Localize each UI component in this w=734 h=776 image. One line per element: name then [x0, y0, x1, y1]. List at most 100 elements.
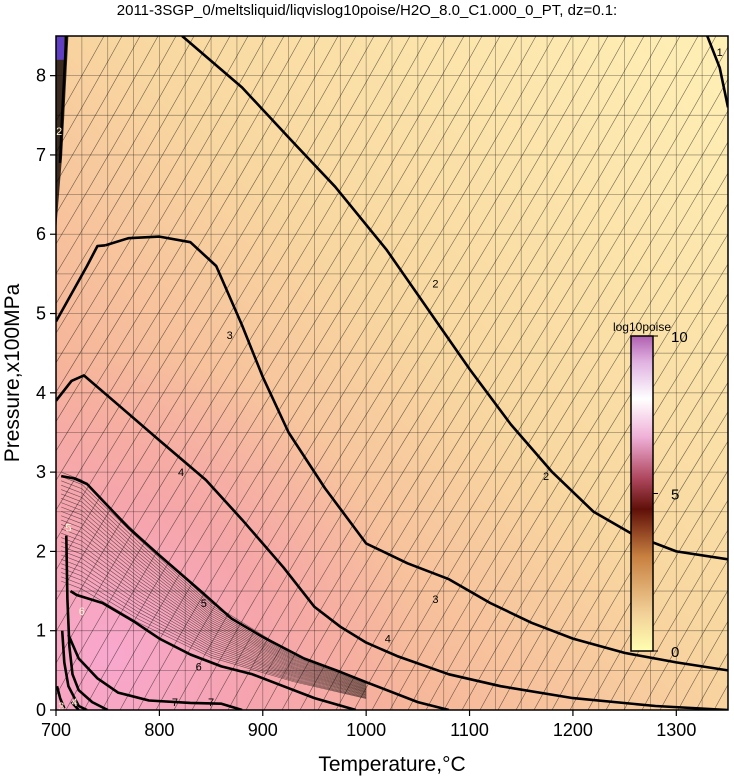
fine-contour: [605, 499, 728, 710]
fine-contour: [335, 46, 728, 710]
fine-contour: [56, 36, 429, 664]
fine-contour: [56, 36, 213, 305]
contour-label: 4: [72, 697, 78, 709]
fine-contour: [56, 36, 321, 481]
contour-label: 2: [543, 471, 549, 483]
fine-contour: [551, 411, 728, 710]
heatmap-violet-corner: [56, 36, 65, 60]
fine-contour: [56, 36, 339, 511]
x-tick-label: 1300: [656, 720, 696, 740]
colorbar-tick-label: 5: [671, 487, 679, 504]
fine-contour: [61, 511, 367, 689]
fine-contour: [56, 36, 177, 245]
fine-contour: [137, 36, 537, 710]
contour-line-5: [60, 474, 450, 710]
contour-line-1: [706, 36, 728, 108]
fine-contour: [101, 36, 501, 710]
fine-contour: [61, 493, 367, 686]
x-tick-label: 800: [144, 720, 174, 740]
colorbar-title: log10poise: [613, 320, 671, 334]
fine-contour: [61, 550, 367, 695]
colorbar-tick-label: 10: [671, 329, 688, 346]
contour-line-3: [105, 235, 728, 672]
fine-contour: [61, 554, 367, 695]
fine-contour: [56, 36, 375, 571]
fine-contour: [61, 502, 367, 688]
contour-label: 3: [432, 594, 438, 606]
contour-label: 3: [58, 701, 64, 713]
fine-contour: [56, 36, 195, 275]
fine-contour: [56, 36, 285, 423]
contour-line-5: [65, 535, 109, 710]
contour-label: 2: [432, 278, 438, 290]
fine-contour: [56, 36, 249, 364]
fine-contour: [61, 515, 367, 690]
fine-contour: [389, 141, 728, 710]
axes: 700 800 900 1000 1100 1200 1300012345678Temper…: [1, 35, 729, 776]
contour-label: 7: [208, 697, 214, 709]
y-tick-label: 6: [36, 224, 46, 244]
fine-contour: [56, 36, 411, 633]
fine-contour: [407, 172, 728, 710]
contour-line-7: [67, 634, 243, 710]
x-tick-label: 1100: [450, 720, 489, 740]
fine-contour: [61, 489, 367, 686]
y-tick-label: 0: [36, 700, 46, 720]
fine-contour: [61, 572, 367, 698]
fine-contour: [61, 563, 367, 697]
contour-line-2: [56, 244, 106, 323]
contour-label: 5: [65, 523, 71, 535]
contour-label: 2: [56, 126, 62, 138]
x-tick-label: 1000: [346, 720, 386, 740]
contour-label: 4: [385, 634, 391, 646]
y-tick-label: 3: [36, 462, 46, 482]
chart-title: 2011-3SGP_0/meltsliquid/liqvislog10poise…: [116, 2, 618, 19]
fine-contour: [245, 36, 645, 710]
x-tick-label: 700: [41, 720, 71, 740]
fine-contour: [56, 36, 123, 153]
fine-contour: [56, 36, 393, 602]
y-axis-label: Pressure,x100MPa: [1, 283, 24, 462]
colorbar-scale: [630, 335, 654, 652]
x-tick-label: 1200: [553, 720, 593, 740]
fine-contour: [227, 36, 627, 710]
contour-label: 3: [227, 330, 233, 342]
fine-contour: [623, 529, 728, 710]
fine-contour: [353, 78, 728, 710]
fine-contour: [61, 484, 367, 685]
y-tick-label: 1: [36, 621, 46, 641]
contour-line-2: [58, 36, 68, 163]
plot-frame: [55, 35, 729, 711]
fine-contour: [515, 352, 728, 710]
contour-line-3: [56, 685, 66, 709]
y-tick-label: 7: [36, 145, 46, 165]
y-tick-label: 5: [36, 304, 46, 324]
fine-contour: [56, 36, 447, 697]
fine-contour: [56, 36, 141, 184]
contour-label: 6: [79, 606, 85, 618]
fine-contour: [533, 381, 728, 710]
contour-label: 5: [201, 598, 207, 610]
x-axis-label: Temperature,°C: [318, 753, 465, 776]
fine-contour: [61, 545, 367, 694]
x-tick-label: 900: [248, 720, 278, 740]
contour-line-4: [70, 701, 80, 710]
contour-label: 1: [717, 47, 723, 59]
contour-line-4: [56, 374, 728, 710]
fine-contour: [61, 559, 367, 696]
fine-contour: [191, 36, 591, 710]
fine-contour: [61, 576, 367, 699]
fine-contour: [659, 589, 728, 710]
contour-label: 6: [196, 661, 202, 673]
fine-contour: [61, 541, 367, 694]
fine-contour: [61, 532, 367, 692]
contour-label: 4: [178, 467, 184, 479]
fine-contour: [425, 203, 728, 710]
fine-contour: [56, 36, 303, 452]
y-tick-label: 4: [36, 383, 46, 403]
fine-contour: [61, 498, 367, 687]
fine-contour: [317, 36, 717, 710]
